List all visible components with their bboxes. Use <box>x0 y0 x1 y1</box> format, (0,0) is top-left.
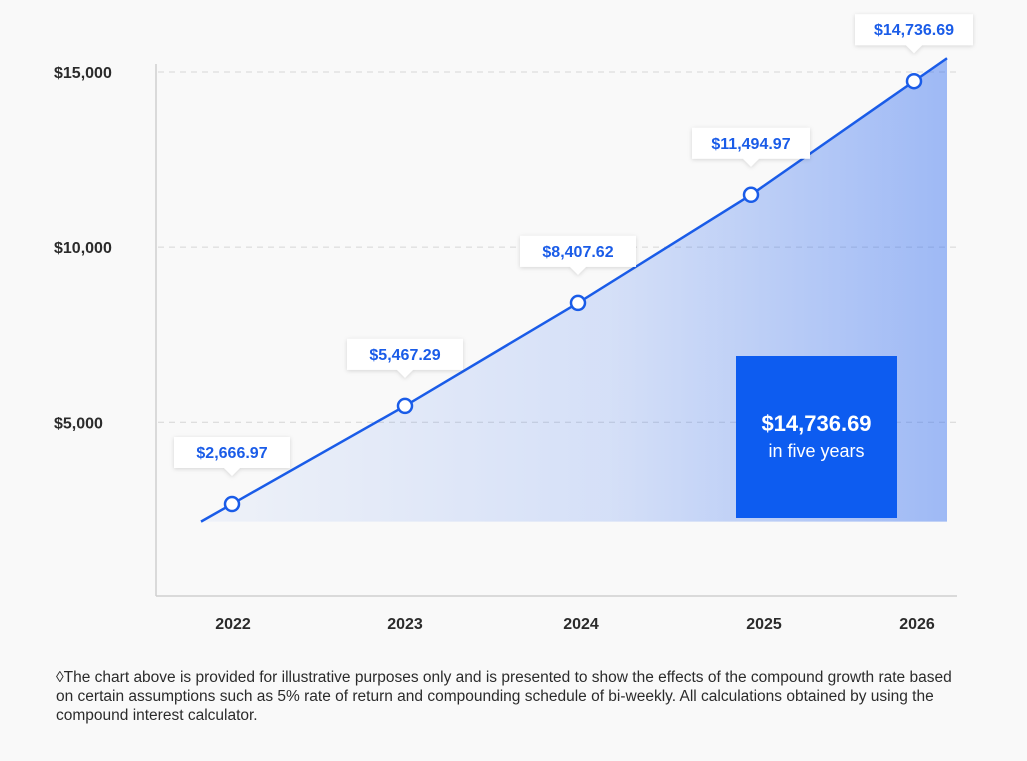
summary-value: $14,736.69 <box>761 411 872 436</box>
data-point-2024 <box>569 294 587 312</box>
callout-2024: $8,407.62 <box>520 235 636 275</box>
data-points <box>223 72 923 513</box>
point-value-label: $5,467.29 <box>369 347 440 364</box>
data-point-2025 <box>742 186 760 204</box>
callout-2023: $5,467.29 <box>347 338 463 378</box>
point-value-label: $2,666.97 <box>196 445 267 462</box>
y-tick-label: $5,000 <box>54 415 103 432</box>
disclaimer-footnote: ◊The chart above is provided for illustr… <box>56 669 952 724</box>
y-tick-label: $10,000 <box>54 240 112 257</box>
x-tick-label: 2026 <box>899 616 935 633</box>
callout-2022: $2,666.97 <box>174 437 290 477</box>
value-callouts: $2,666.97 $5,467.29 $8,407.62 $11,494.97 $14… <box>174 14 973 477</box>
x-tick-labels: 2022 2023 2024 2025 2026 <box>215 616 935 633</box>
callout-2025: $11,494.97 <box>692 127 810 167</box>
axes <box>155 64 957 597</box>
x-tick-label: 2025 <box>746 616 782 633</box>
callout-box <box>520 235 636 275</box>
callout-2026: $14,736.69 <box>855 14 973 54</box>
callout-box <box>347 338 463 378</box>
data-point-2023 <box>396 397 414 415</box>
summary-caption: in five years <box>768 441 865 461</box>
x-tick-label: 2022 <box>215 616 251 633</box>
y-tick-label: $15,000 <box>54 65 112 82</box>
callout-box <box>692 127 810 167</box>
point-value-label: $11,494.97 <box>711 136 790 153</box>
point-value-label: $8,407.62 <box>542 244 613 261</box>
y-tick-labels: $5,000 $10,000 $15,000 <box>54 65 112 432</box>
x-tick-label: 2023 <box>387 616 423 633</box>
growth-chart: $2,666.97 $5,467.29 $8,407.62 $11,494.97 $14… <box>54 14 973 633</box>
data-point-2026 <box>905 72 923 90</box>
summary-box: $14,736.69 in five years <box>736 356 897 518</box>
point-value-label: $14,736.69 <box>874 22 954 39</box>
callout-box <box>174 437 290 477</box>
callout-box <box>855 14 973 54</box>
data-point-2022 <box>223 495 241 513</box>
x-tick-label: 2024 <box>563 616 599 633</box>
